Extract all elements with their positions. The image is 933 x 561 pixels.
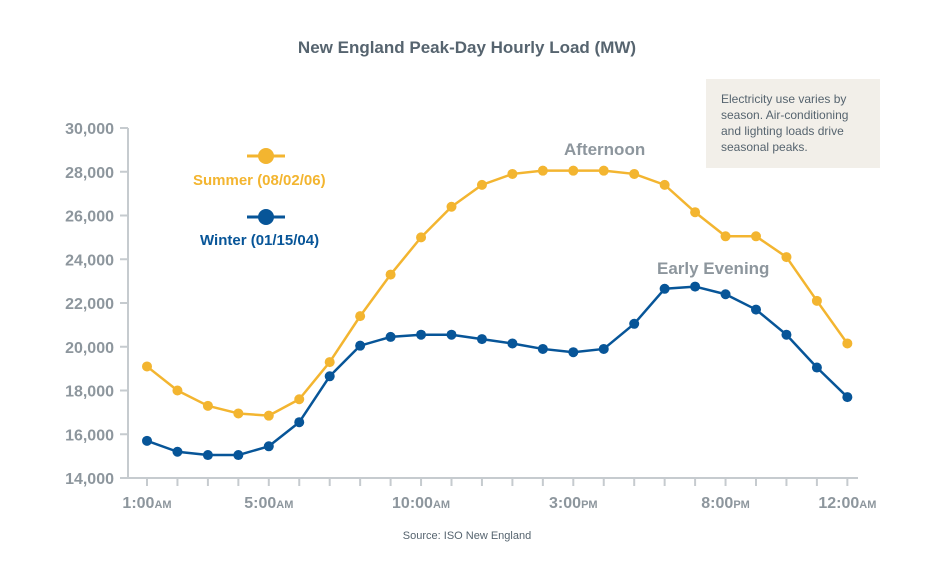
data-point-winter — [233, 450, 244, 461]
data-point-summer — [537, 165, 548, 176]
series-summer — [142, 165, 853, 421]
annotation-early-evening: Early Evening — [657, 259, 769, 278]
data-point-summer — [324, 357, 335, 368]
data-point-winter — [202, 450, 213, 461]
axes: 14,000 16,000 18,000 20,000 22,000 24,000 26,0… — [65, 121, 876, 512]
series-summer-line — [146, 169, 849, 417]
data-point-winter — [416, 329, 427, 340]
legend-winter-label: Winter (01/15/04) — [200, 232, 319, 249]
data-point-winter — [446, 329, 457, 340]
data-point-winter — [568, 347, 579, 358]
data-point-summer — [781, 252, 792, 263]
x-tick-label: 12:00AM — [818, 495, 876, 512]
legend: Summer (08/02/06) Winter (01/15/04) — [193, 148, 326, 249]
y-tick-label: 22,000 — [65, 296, 114, 313]
note-line-2: season. Air-conditioning — [721, 108, 848, 122]
y-tick-label: 30,000 — [65, 121, 114, 138]
data-point-winter — [537, 343, 548, 354]
note-line-4: seasonal peaks. — [721, 140, 808, 154]
data-point-summer — [690, 207, 701, 218]
legend-winter: Winter (01/15/04) — [200, 209, 319, 249]
data-point-winter — [142, 435, 152, 446]
data-point-winter — [294, 417, 305, 428]
legend-summer-marker — [258, 148, 274, 164]
data-point-summer — [446, 201, 457, 212]
data-point-winter — [263, 441, 274, 452]
data-point-summer — [659, 179, 670, 190]
data-point-summer — [355, 311, 366, 322]
note-line-1: Electricity use varies by — [721, 92, 846, 106]
x-tick-label: 10:00AM — [392, 495, 450, 512]
data-point-summer — [172, 385, 183, 396]
source-note: Source: ISO New England — [403, 530, 531, 542]
data-point-summer — [751, 231, 761, 242]
legend-summer-label: Summer (08/02/06) — [193, 172, 326, 189]
data-point-summer — [842, 338, 853, 349]
data-point-summer — [142, 361, 152, 372]
note-background — [706, 79, 880, 168]
data-point-summer — [720, 231, 731, 242]
x-tick-label: 5:00AM — [244, 495, 293, 512]
series-winter — [142, 281, 853, 461]
data-point-winter — [690, 281, 701, 292]
series-layer — [142, 165, 853, 461]
data-point-winter — [811, 362, 822, 373]
data-point-summer — [385, 269, 396, 280]
y-tick-label: 26,000 — [65, 209, 114, 226]
chart-title: New England Peak-Day Hourly Load (MW) — [298, 38, 636, 57]
data-point-summer — [476, 179, 487, 190]
data-point-summer — [416, 232, 427, 243]
data-point-winter — [720, 289, 731, 300]
data-point-summer — [233, 408, 244, 419]
note-line-3: and lighting loads drive — [721, 124, 844, 138]
y-tick-label: 14,000 — [65, 471, 114, 488]
data-point-winter — [842, 392, 853, 403]
data-point-summer — [598, 165, 609, 176]
data-point-winter — [598, 343, 609, 354]
x-tick-label: 1:00AM — [122, 495, 171, 512]
data-point-summer — [294, 394, 305, 405]
y-tick-label: 18,000 — [65, 384, 114, 401]
y-tick-label: 24,000 — [65, 252, 114, 269]
data-point-winter — [355, 340, 366, 351]
data-point-summer — [811, 295, 822, 306]
data-point-winter — [324, 371, 335, 382]
data-point-winter — [751, 304, 761, 315]
y-tick-label: 16,000 — [65, 427, 114, 444]
data-point-summer — [507, 168, 518, 179]
data-point-winter — [172, 446, 183, 457]
series-winter-line — [146, 285, 849, 457]
annotation-afternoon: Afternoon — [564, 140, 645, 159]
data-point-summer — [629, 168, 640, 179]
note-box: Electricity use varies by season. Air-co… — [706, 79, 880, 168]
data-point-summer — [202, 400, 213, 411]
data-point-winter — [385, 331, 396, 342]
data-point-winter — [659, 283, 670, 294]
data-point-summer — [263, 410, 274, 421]
y-tick-label: 20,000 — [65, 340, 114, 357]
data-point-winter — [781, 329, 792, 340]
y-tick-label: 28,000 — [65, 165, 114, 182]
x-tick-label: 3:00PM — [549, 495, 598, 512]
data-point-winter — [507, 338, 518, 349]
legend-winter-marker — [258, 209, 274, 225]
data-point-summer — [568, 165, 579, 176]
x-tick-label: 8:00PM — [701, 495, 750, 512]
legend-summer: Summer (08/02/06) — [193, 148, 326, 189]
data-point-winter — [476, 334, 487, 345]
data-point-winter — [629, 318, 640, 329]
